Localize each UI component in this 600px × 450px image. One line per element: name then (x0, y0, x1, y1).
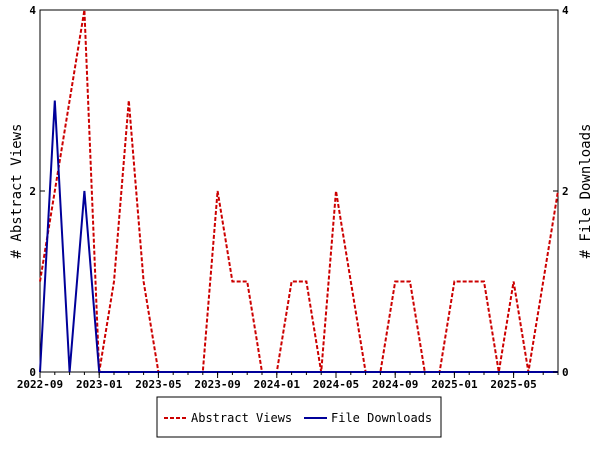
legend-box (156, 396, 442, 438)
legend-label-abstract-views: Abstract Views (191, 411, 292, 425)
x-tick-label: 2025-05 (490, 378, 536, 391)
y-right-tick-label: 2 (562, 185, 569, 198)
x-tick-label: 2022-09 (17, 378, 63, 391)
x-tick-label: 2023-05 (135, 378, 181, 391)
x-tick-label: 2024-05 (313, 378, 359, 391)
x-tick-label: 2025-01 (431, 378, 478, 391)
x-tick-label: 2024-09 (372, 378, 418, 391)
axis-layer: 0 2 4 0 2 4 2022-09 2023-01 2023-05 2023-09 2024-0… (17, 4, 569, 391)
y-right-tick-label: 0 (562, 366, 569, 379)
series-line-file-downloads (39, 100, 558, 373)
legend: Abstract Views File Downloads (156, 396, 442, 438)
x-tick-label: 2024-01 (254, 378, 301, 391)
x-tick-label: 2023-01 (76, 378, 123, 391)
y-axis-right-title: # File Downloads (578, 124, 594, 259)
series-line-abstract-views (39, 9, 559, 373)
y-left-tick-label: 0 (29, 366, 36, 379)
series-layer (39, 9, 559, 373)
plot-area (39, 9, 559, 373)
y-left-tick-label: 2 (29, 185, 36, 198)
y-axis-left-title: # Abstract Views (9, 124, 25, 259)
legend-label-file-downloads: File Downloads (331, 411, 432, 425)
y-right-tick-label: 4 (562, 4, 569, 17)
y-left-tick-label: 4 (29, 4, 36, 17)
x-tick-label: 2023-09 (194, 378, 240, 391)
